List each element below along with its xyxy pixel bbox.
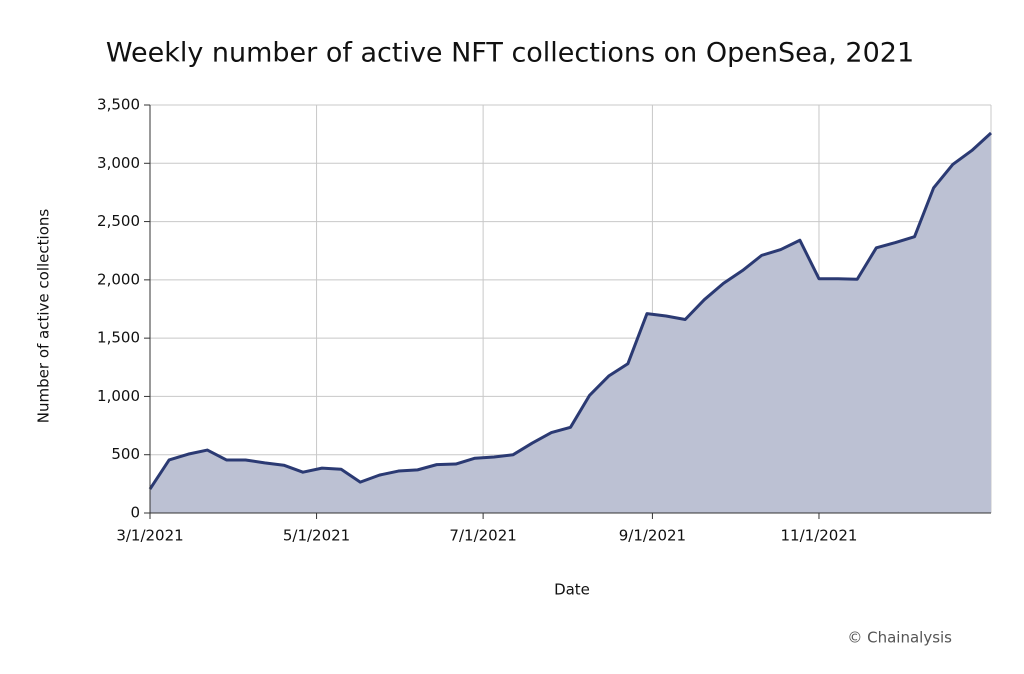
- line: [148, 131, 993, 490]
- x-tick-label: 5/1/2021: [283, 527, 350, 545]
- y-tick-label: 500: [111, 445, 140, 463]
- y-tick-label: 1,500: [97, 329, 140, 347]
- area: [150, 132, 991, 513]
- chart-title: Weekly number of active NFT collections …: [106, 38, 914, 69]
- x-tick-label: 9/1/2021: [619, 527, 686, 545]
- y-tick-label: 3,000: [97, 154, 140, 172]
- y-tick-label: 2,000: [97, 270, 140, 288]
- y-tick-label: 2,500: [97, 212, 140, 230]
- x-axis-label: Date: [554, 581, 590, 599]
- source: © Chainalysis: [847, 629, 952, 647]
- y-tick-label: 3,500: [97, 96, 140, 114]
- x-tick-label: 3/1/2021: [116, 527, 183, 545]
- y-tick-label: 1,000: [97, 387, 140, 405]
- y-axis-label: Number of active collections: [35, 209, 53, 424]
- x-tick-label: 7/1/2021: [449, 527, 516, 545]
- y-tick-label: 0: [130, 504, 140, 522]
- x-tick-label: 11/1/2021: [781, 527, 858, 545]
